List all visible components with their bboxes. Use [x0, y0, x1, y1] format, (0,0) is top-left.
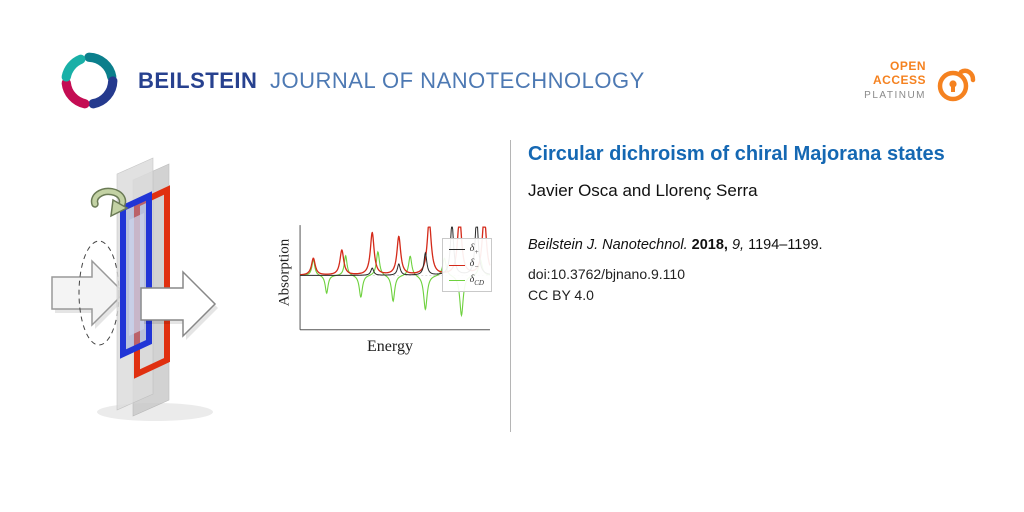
device-scheme-figure [51, 157, 218, 421]
rotation-arrow-icon [90, 187, 129, 218]
chart-legend: δ+ δ− δCD [441, 238, 492, 293]
legend-line-green [448, 280, 465, 282]
article-license: CC BY 4.0 [528, 287, 594, 303]
journal-name-bold: BEILSTEIN [138, 68, 258, 93]
article-info: Circular dichroism of chiral Majorana st… [528, 142, 996, 303]
legend-item-delta-minus: δ− [448, 257, 484, 272]
citation-volume: 9, [731, 237, 745, 253]
chart-xlabel: Energy [367, 338, 413, 355]
citation-year: 2018, [691, 237, 728, 253]
article-title: Circular dichroism of chiral Majorana st… [528, 143, 945, 165]
open-access-line1: OPEN [889, 59, 926, 74]
article-citation: Beilstein J. Nanotechnol. 2018, 9, 1194–… [528, 237, 996, 253]
open-access-text: OPEN ACCESS PLATINUM [864, 60, 926, 101]
legend-item-delta-plus: δ+ [448, 242, 484, 257]
citation-journal: Beilstein J. Nanotechnol. [528, 237, 688, 253]
vertical-divider [510, 140, 511, 432]
chart-ylabel: Absorption [276, 238, 293, 307]
open-access-line2: ACCESS [872, 73, 926, 88]
article-doi: doi:10.3762/bjnano.9.110 [528, 266, 685, 282]
journal-name-rest: JOURNAL OF NANOTECHNOLOGY [270, 68, 645, 93]
legend-line-black [448, 249, 465, 251]
outgoing-arrow-icon [140, 270, 218, 340]
journal-name: BEILSTEIN JOURNAL OF NANOTECHNOLOGY [138, 68, 645, 94]
open-access-platinum: PLATINUM [864, 90, 926, 102]
citation-pages: 1194–1199. [748, 237, 823, 253]
legend-item-delta-cd: δCD [448, 273, 484, 288]
beilstein-logo-icon [61, 52, 118, 109]
journal-brand: BEILSTEIN JOURNAL OF NANOTECHNOLOGY [58, 50, 645, 112]
blue-frame [120, 191, 152, 359]
article-authors: Javier Osca and Llorenç Serra [528, 181, 758, 200]
legend-line-red [448, 264, 465, 266]
open-access-badge: OPEN ACCESS PLATINUM [864, 58, 976, 104]
incoming-arrow-icon [51, 259, 127, 329]
open-lock-icon [937, 68, 976, 102]
absorption-chart: Absorption δ+ δ− δCD Energy [272, 220, 502, 368]
figure-shadow [97, 403, 213, 421]
